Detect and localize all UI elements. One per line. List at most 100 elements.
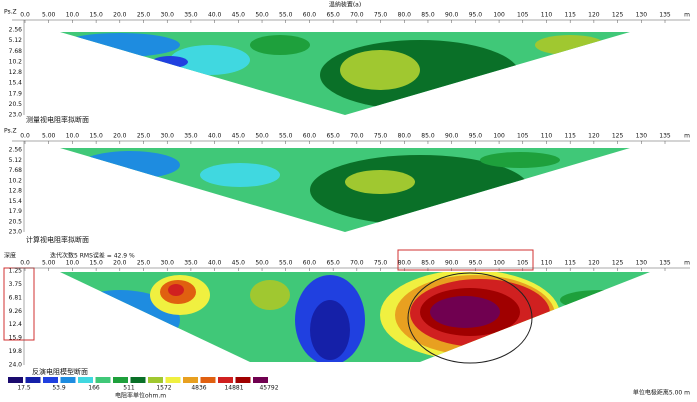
x-tick-label: 10.0 [66,260,80,267]
x-tick-label: 120 [588,260,600,267]
y-tick-label: 5.12 [9,37,23,44]
x-tick-label: 55.0 [279,12,293,19]
x-tick-label: 75.0 [374,12,388,19]
legend-swatch [43,377,58,383]
x-tick-label: 110 [541,260,553,267]
x-tick-label: 25.0 [137,133,151,140]
legend-swatch [113,377,128,383]
x-tick-label: 90.0 [445,133,459,140]
legend-value: 166 [88,385,100,392]
x-tick-label: 80.0 [398,133,412,140]
x-tick-label: 135 [659,133,671,140]
x-tick-label: 120 [588,133,600,140]
section-2 [60,148,630,232]
legend-swatch [235,377,251,383]
legend-swatch [25,377,41,383]
footer: 单位电极距离5.00 m [633,389,690,397]
x-tick-label: 75.0 [374,260,388,267]
x-tick-label: 10.0 [66,133,80,140]
x-tick-label: 10.0 [66,12,80,19]
y-tick-label: 6.81 [9,294,23,301]
x-tick-label: 65.0 [326,12,340,19]
x-tick-label: 95.0 [469,260,483,267]
x-tick-label: 115 [564,260,576,267]
x-tick-label: 60.0 [303,133,317,140]
legend-swatch [148,377,163,383]
y-tick-label: 24.0 [9,362,23,369]
x-tick-label: 0.0 [20,260,30,267]
axis-label: Ps.Z [4,9,17,16]
x-tick-label: 70.0 [350,260,364,267]
x-tick-label: 45.0 [232,12,246,19]
y-tick-label: 20.5 [9,218,23,225]
x-tick-label: 110 [541,133,553,140]
x-tick-label: 5.00 [42,260,56,267]
legend-value: 53.9 [52,385,66,392]
x-tick-label: 20.0 [113,12,127,19]
x-tick-label: 20.0 [113,260,127,267]
x-tick-label: 60.0 [303,12,317,19]
y-tick-label: 23.0 [9,229,23,236]
legend-swatch [78,377,93,383]
y-tick-label: 12.4 [9,321,23,328]
x-tick-label: 125 [612,12,624,19]
x-tick-label: 50.0 [255,133,269,140]
section-1 [60,32,630,115]
legend-unit: 电阻率单位ohm.m [115,392,166,400]
y-tick-label: 10.2 [9,177,23,184]
x-unit: m [684,12,690,19]
section-3 [60,272,650,362]
legend-swatch [60,377,76,383]
y-tick-label: 10.2 [9,58,23,65]
x-tick-label: 85.0 [421,260,435,267]
x-tick-label: 60.0 [303,260,317,267]
x-tick-label: 30.0 [161,12,175,19]
legend-value: 4836 [191,385,206,392]
legend-swatch [130,377,146,383]
y-tick-label: 1.25 [9,268,23,275]
x-tick-label: 40.0 [208,12,222,19]
x-tick-label: 115 [564,12,576,19]
legend-swatch [218,377,233,383]
y-tick-label: 2.56 [9,147,23,154]
x-tick-label: 50.0 [255,12,269,19]
x-tick-label: 0.0 [20,12,30,19]
x-tick-label: 105 [517,260,529,267]
y-tick-label: 7.68 [9,48,23,55]
x-tick-label: 130 [636,12,648,19]
legend-value: 511 [123,385,135,392]
x-tick-label: 105 [517,133,529,140]
x-tick-label: 15.0 [89,133,103,140]
x-tick-label: 125 [612,260,624,267]
highlight-box [3,267,35,341]
y-tick-label: 2.56 [9,27,23,34]
x-tick-label: 75.0 [374,133,388,140]
x-tick-label: 50.0 [255,260,269,267]
x-tick-label: 70.0 [350,12,364,19]
caption: 反演电阻模型断面 [32,367,88,376]
caption: 测量视电阻率拟断面 [26,115,89,124]
x-tick-label: 30.0 [161,133,175,140]
x-tick-label: 95.0 [469,133,483,140]
y-tick-label: 19.8 [9,348,23,355]
title: 温纳装置(a) [329,1,361,9]
axis-label: 深度 [4,252,16,260]
x-tick-label: 85.0 [421,133,435,140]
x-tick-label: 65.0 [326,260,340,267]
x-tick-label: 40.0 [208,260,222,267]
x-tick-label: 100 [493,12,505,19]
x-tick-label: 30.0 [161,260,175,267]
y-tick-label: 17.9 [9,208,23,215]
x-tick-label: 35.0 [184,260,198,267]
annotation-ellipse [407,272,533,364]
legend-value: 45792 [259,385,278,392]
x-tick-label: 45.0 [232,260,246,267]
x-tick-label: 25.0 [137,260,151,267]
x-tick-label: 35.0 [184,12,198,19]
x-tick-label: 80.0 [398,12,412,19]
x-tick-label: 35.0 [184,133,198,140]
y-tick-label: 17.9 [9,90,23,97]
info: 迭代次数5 RMS误差 = 42.9 % [50,252,135,260]
x-tick-label: 65.0 [326,133,340,140]
